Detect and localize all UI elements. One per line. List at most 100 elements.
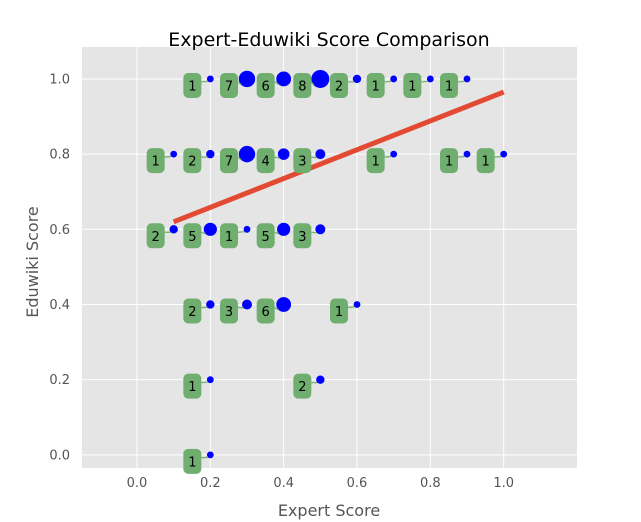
count-label: 3 (298, 155, 306, 170)
count-label: 2 (152, 230, 160, 245)
point-marker (315, 149, 326, 160)
data-point: 6 (256, 71, 292, 98)
point-marker (277, 222, 291, 236)
count-label-pointer (384, 155, 392, 158)
data-point: 7 (220, 145, 256, 174)
point-marker (500, 150, 508, 158)
data-point: 1 (330, 298, 361, 324)
count-label-pointer (237, 81, 242, 86)
count-label-box (183, 72, 202, 98)
count-label-pointer (384, 80, 392, 83)
count-label-box (293, 373, 312, 399)
trend-line (172, 89, 505, 225)
x-tick-label: 0.4 (273, 476, 294, 491)
count-label: 7 (225, 79, 233, 94)
point-marker (242, 299, 252, 310)
count-label: 1 (372, 79, 380, 94)
y-tick-label: 0.4 (49, 298, 70, 313)
count-label-box (293, 223, 312, 249)
count-label-pointer (347, 306, 355, 309)
data-point: 1 (183, 373, 214, 399)
x-tick-label: 0.2 (200, 476, 221, 491)
count-label-pointer (274, 231, 280, 235)
point-marker (353, 301, 361, 308)
y-tick-label: 0.2 (49, 373, 70, 388)
point-marker (206, 300, 215, 309)
count-label-box (183, 298, 202, 324)
point-marker (277, 148, 290, 160)
count-label-box (293, 72, 312, 98)
count-label: 1 (372, 155, 380, 170)
count-label-box (293, 148, 312, 174)
count-label: 2 (335, 79, 343, 94)
plot-background (82, 47, 577, 468)
data-point: 2 (146, 223, 178, 249)
count-label: 1 (188, 79, 196, 94)
count-label-box (330, 298, 348, 324)
data-point: 5 (183, 222, 217, 249)
count-label: 1 (225, 230, 233, 245)
count-label-box (476, 148, 495, 174)
data-point: 3 (293, 223, 326, 249)
count-label: 1 (335, 305, 343, 320)
count-label-pointer (201, 381, 209, 384)
count-label: 5 (188, 230, 196, 245)
count-label-pointer (201, 231, 206, 235)
count-label: 1 (188, 455, 196, 470)
count-label-box (183, 373, 202, 399)
count-label-pointer (164, 155, 172, 158)
x-tick-label: 1.0 (493, 476, 514, 491)
count-label-box (256, 223, 275, 249)
data-point: 7 (220, 70, 256, 98)
point-marker (238, 70, 256, 88)
count-label-pointer (421, 80, 429, 83)
count-label-box (146, 148, 165, 174)
count-label-box (366, 148, 385, 174)
count-label-box (440, 72, 458, 98)
point-marker (315, 224, 326, 235)
point-marker (463, 150, 471, 158)
count-label-box (183, 148, 202, 174)
y-tick-label: 0.6 (49, 223, 70, 238)
count-label: 7 (225, 155, 233, 170)
count-label-box (256, 298, 275, 324)
data-point: 1 (440, 72, 471, 98)
x-tick-label: 0.8 (420, 476, 441, 491)
count-label-box (183, 223, 202, 249)
count-label: 1 (482, 155, 490, 170)
count-label-box (256, 72, 275, 98)
trend-line-group (172, 89, 505, 225)
point-marker (276, 71, 292, 87)
count-label-box (220, 148, 238, 174)
count-label-pointer (274, 156, 280, 159)
data-point: 3 (293, 148, 326, 174)
data-point: 1 (220, 223, 251, 249)
point-marker (206, 75, 214, 83)
y-tick-label: 0.8 (49, 148, 70, 163)
point-marker (243, 225, 251, 233)
count-label-pointer (201, 456, 209, 459)
count-label-pointer (274, 81, 279, 85)
count-label-box (440, 148, 458, 174)
chart-title: Expert-Eduwiki Score Comparison (168, 29, 489, 51)
count-label-box (403, 72, 422, 98)
data-point: 1 (366, 148, 398, 174)
point-marker (463, 75, 471, 83)
count-label-pointer (494, 155, 502, 158)
count-label: 2 (188, 155, 196, 170)
x-axis-ticks: 0.0 0.2 0.4 0.6 0.8 1.0 (127, 476, 514, 491)
count-label-box (220, 223, 238, 249)
count-label-box (330, 72, 348, 98)
data-point: 2 (183, 298, 215, 324)
data-points-group: 1 7 6 8 2 1 1 1 1 2 7 4 3 1 1 1 2 5 1 5 3 2 3 6 1 1 2 1 (146, 69, 508, 474)
y-tick-label: 1.0 (49, 72, 70, 87)
point-marker (276, 297, 292, 312)
point-marker (316, 375, 325, 384)
count-label-pointer (237, 231, 245, 233)
y-axis-label: Eduwiki Score (23, 206, 42, 318)
data-point: 1 (440, 148, 471, 174)
count-label: 1 (445, 155, 453, 170)
point-marker (390, 150, 398, 158)
point-marker (206, 149, 215, 159)
